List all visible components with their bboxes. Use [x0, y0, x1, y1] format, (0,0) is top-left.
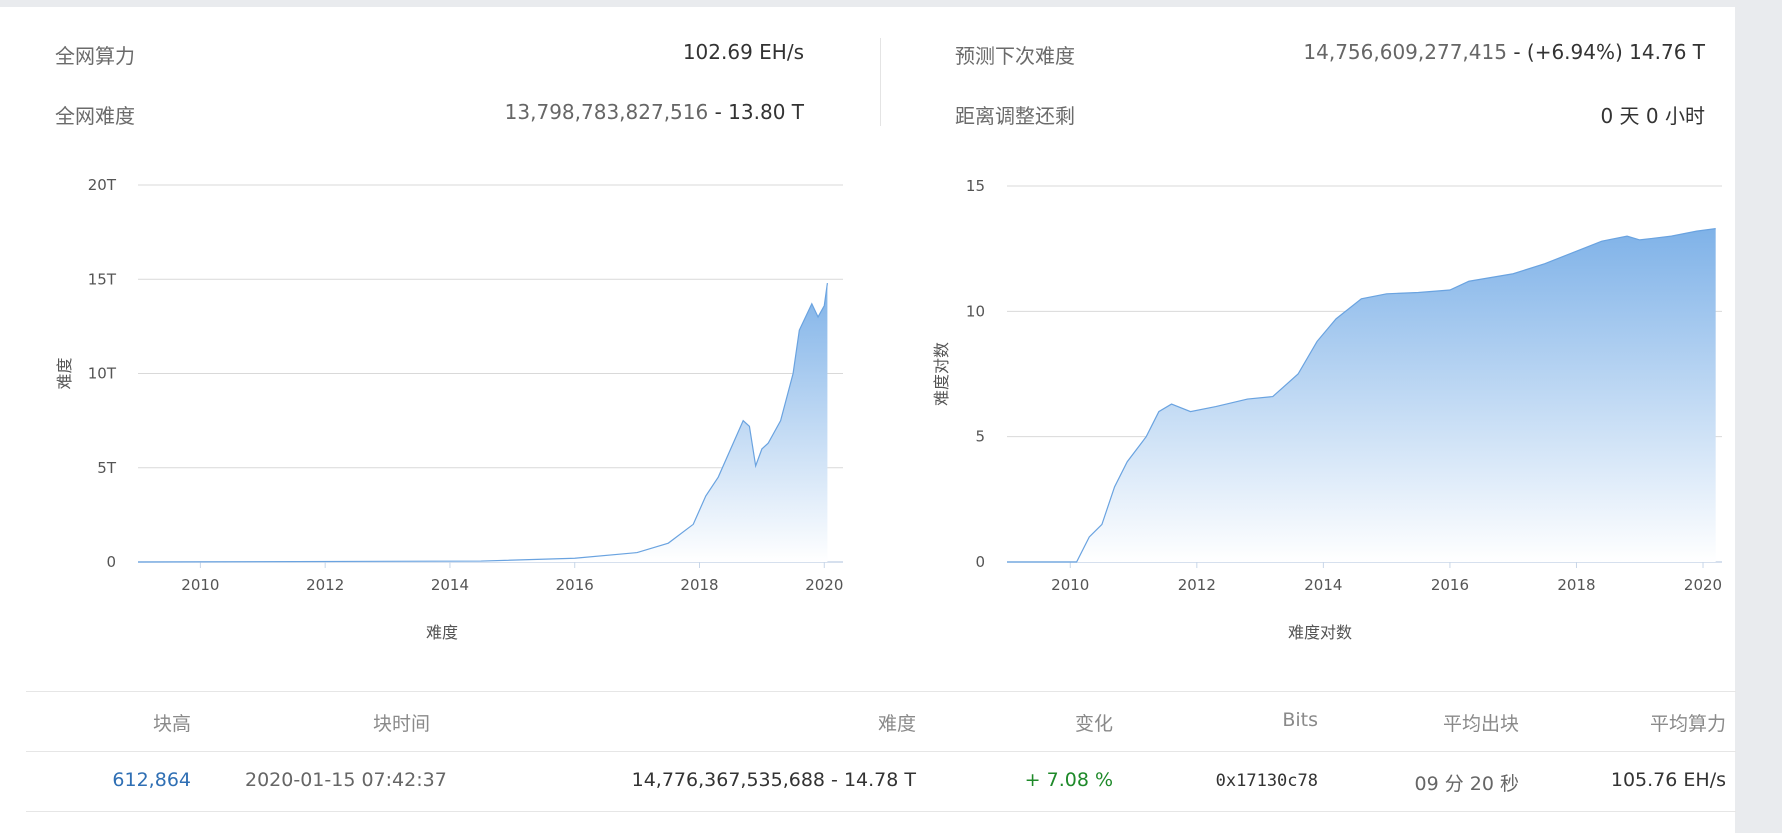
block-avg-hashrate: 105.76 EH/s — [1610, 769, 1726, 791]
predicted-difficulty-change: - (+6.94%) 14.76 T — [1506, 40, 1705, 64]
network-difficulty-raw: 13,798,783,827,516 — [504, 100, 709, 124]
network-hashrate-label: 全网算力 — [55, 44, 135, 68]
series-line — [137, 282, 828, 563]
col-header-time: 块时间 — [373, 713, 431, 735]
x-tick-label: 2014 — [431, 576, 469, 594]
col-header-avg-hash: 平均算力 — [1649, 713, 1726, 735]
x-tick-label: 2014 — [1304, 576, 1342, 594]
col-header-avg-block: 平均出块 — [1442, 713, 1519, 735]
network-difficulty-short: - 13.80 T — [708, 100, 804, 124]
difficulty-chart: 0 5T 10T 15T 20T 2010 2012 2014 2016 2018 2020 难度 难度 — [0, 0, 880, 684]
block-bits: 0x17130c78 — [1215, 771, 1318, 791]
x-tick-label: 2012 — [1178, 576, 1216, 594]
y-tick-label: 10T — [88, 365, 117, 383]
log-difficulty-chart: 0 5 10 15 2010 2012 2014 2016 2018 2020 难度对数 难度对数 — [880, 0, 1760, 684]
network-hashrate-value: 102.69 EH/s — [682, 40, 804, 64]
block-avg-time: 09 分 20 秒 — [1414, 773, 1519, 795]
block-height-link[interactable]: 612,864 — [112, 769, 191, 791]
x-tick-label: 2010 — [181, 576, 219, 594]
table-header-border — [26, 751, 1736, 752]
y-tick-label: 5 — [975, 428, 985, 446]
block-time: 2020-01-15 07:42:37 — [245, 769, 447, 791]
time-to-adjust-value: 0 天 0 小时 — [1600, 104, 1705, 128]
col-header-height: 块高 — [152, 713, 191, 735]
x-tick-label: 2020 — [805, 576, 843, 594]
y-tick-label: 0 — [975, 553, 985, 571]
y-tick-label: 15T — [88, 270, 117, 288]
network-difficulty-label: 全网难度 — [55, 104, 135, 128]
series-line — [1007, 228, 1716, 563]
predicted-difficulty-raw: 14,756,609,277,415 — [1303, 40, 1507, 64]
col-header-change: 变化 — [1074, 713, 1113, 735]
area-fill — [138, 283, 828, 562]
x-tick-label: 2018 — [1557, 576, 1595, 594]
x-tick-label: 2016 — [556, 576, 594, 594]
area-fill — [1007, 228, 1716, 562]
x-tick-label: 2012 — [306, 576, 344, 594]
y-tick-label: 5T — [97, 459, 117, 477]
x-axis-title: 难度 — [426, 623, 458, 642]
y-tick-label: 20T — [88, 176, 117, 194]
stats-divider — [880, 38, 881, 126]
table-top-border — [26, 691, 1736, 692]
y-axis-title: 难度 — [55, 357, 74, 389]
y-tick-label: 15 — [966, 177, 985, 195]
table-row-border — [26, 811, 1736, 812]
page-background — [1735, 0, 1782, 833]
y-tick-label: 10 — [966, 302, 985, 320]
block-change: + 7.08 % — [1024, 769, 1113, 791]
network-difficulty-value: 13,798,783,827,516 - 13.80 T — [505, 100, 804, 124]
block-difficulty: 14,776,367,535,688 - 14.78 T — [631, 769, 916, 791]
predicted-difficulty-label: 预测下次难度 — [955, 44, 1075, 68]
time-to-adjust-label: 距离调整还剩 — [955, 104, 1075, 128]
x-tick-label: 2018 — [680, 576, 718, 594]
predicted-difficulty-value: 14,756,609,277,415 - (+6.94%) 14.76 T — [1303, 40, 1705, 64]
x-tick-label: 2016 — [1431, 576, 1469, 594]
col-header-difficulty: 难度 — [877, 713, 916, 735]
col-header-bits: Bits — [1282, 709, 1318, 731]
x-tick-label: 2010 — [1051, 576, 1089, 594]
x-axis-title: 难度对数 — [1288, 623, 1352, 642]
y-axis-title: 难度对数 — [932, 342, 951, 406]
y-tick-label: 0 — [106, 553, 116, 571]
x-tick-label: 2020 — [1684, 576, 1722, 594]
